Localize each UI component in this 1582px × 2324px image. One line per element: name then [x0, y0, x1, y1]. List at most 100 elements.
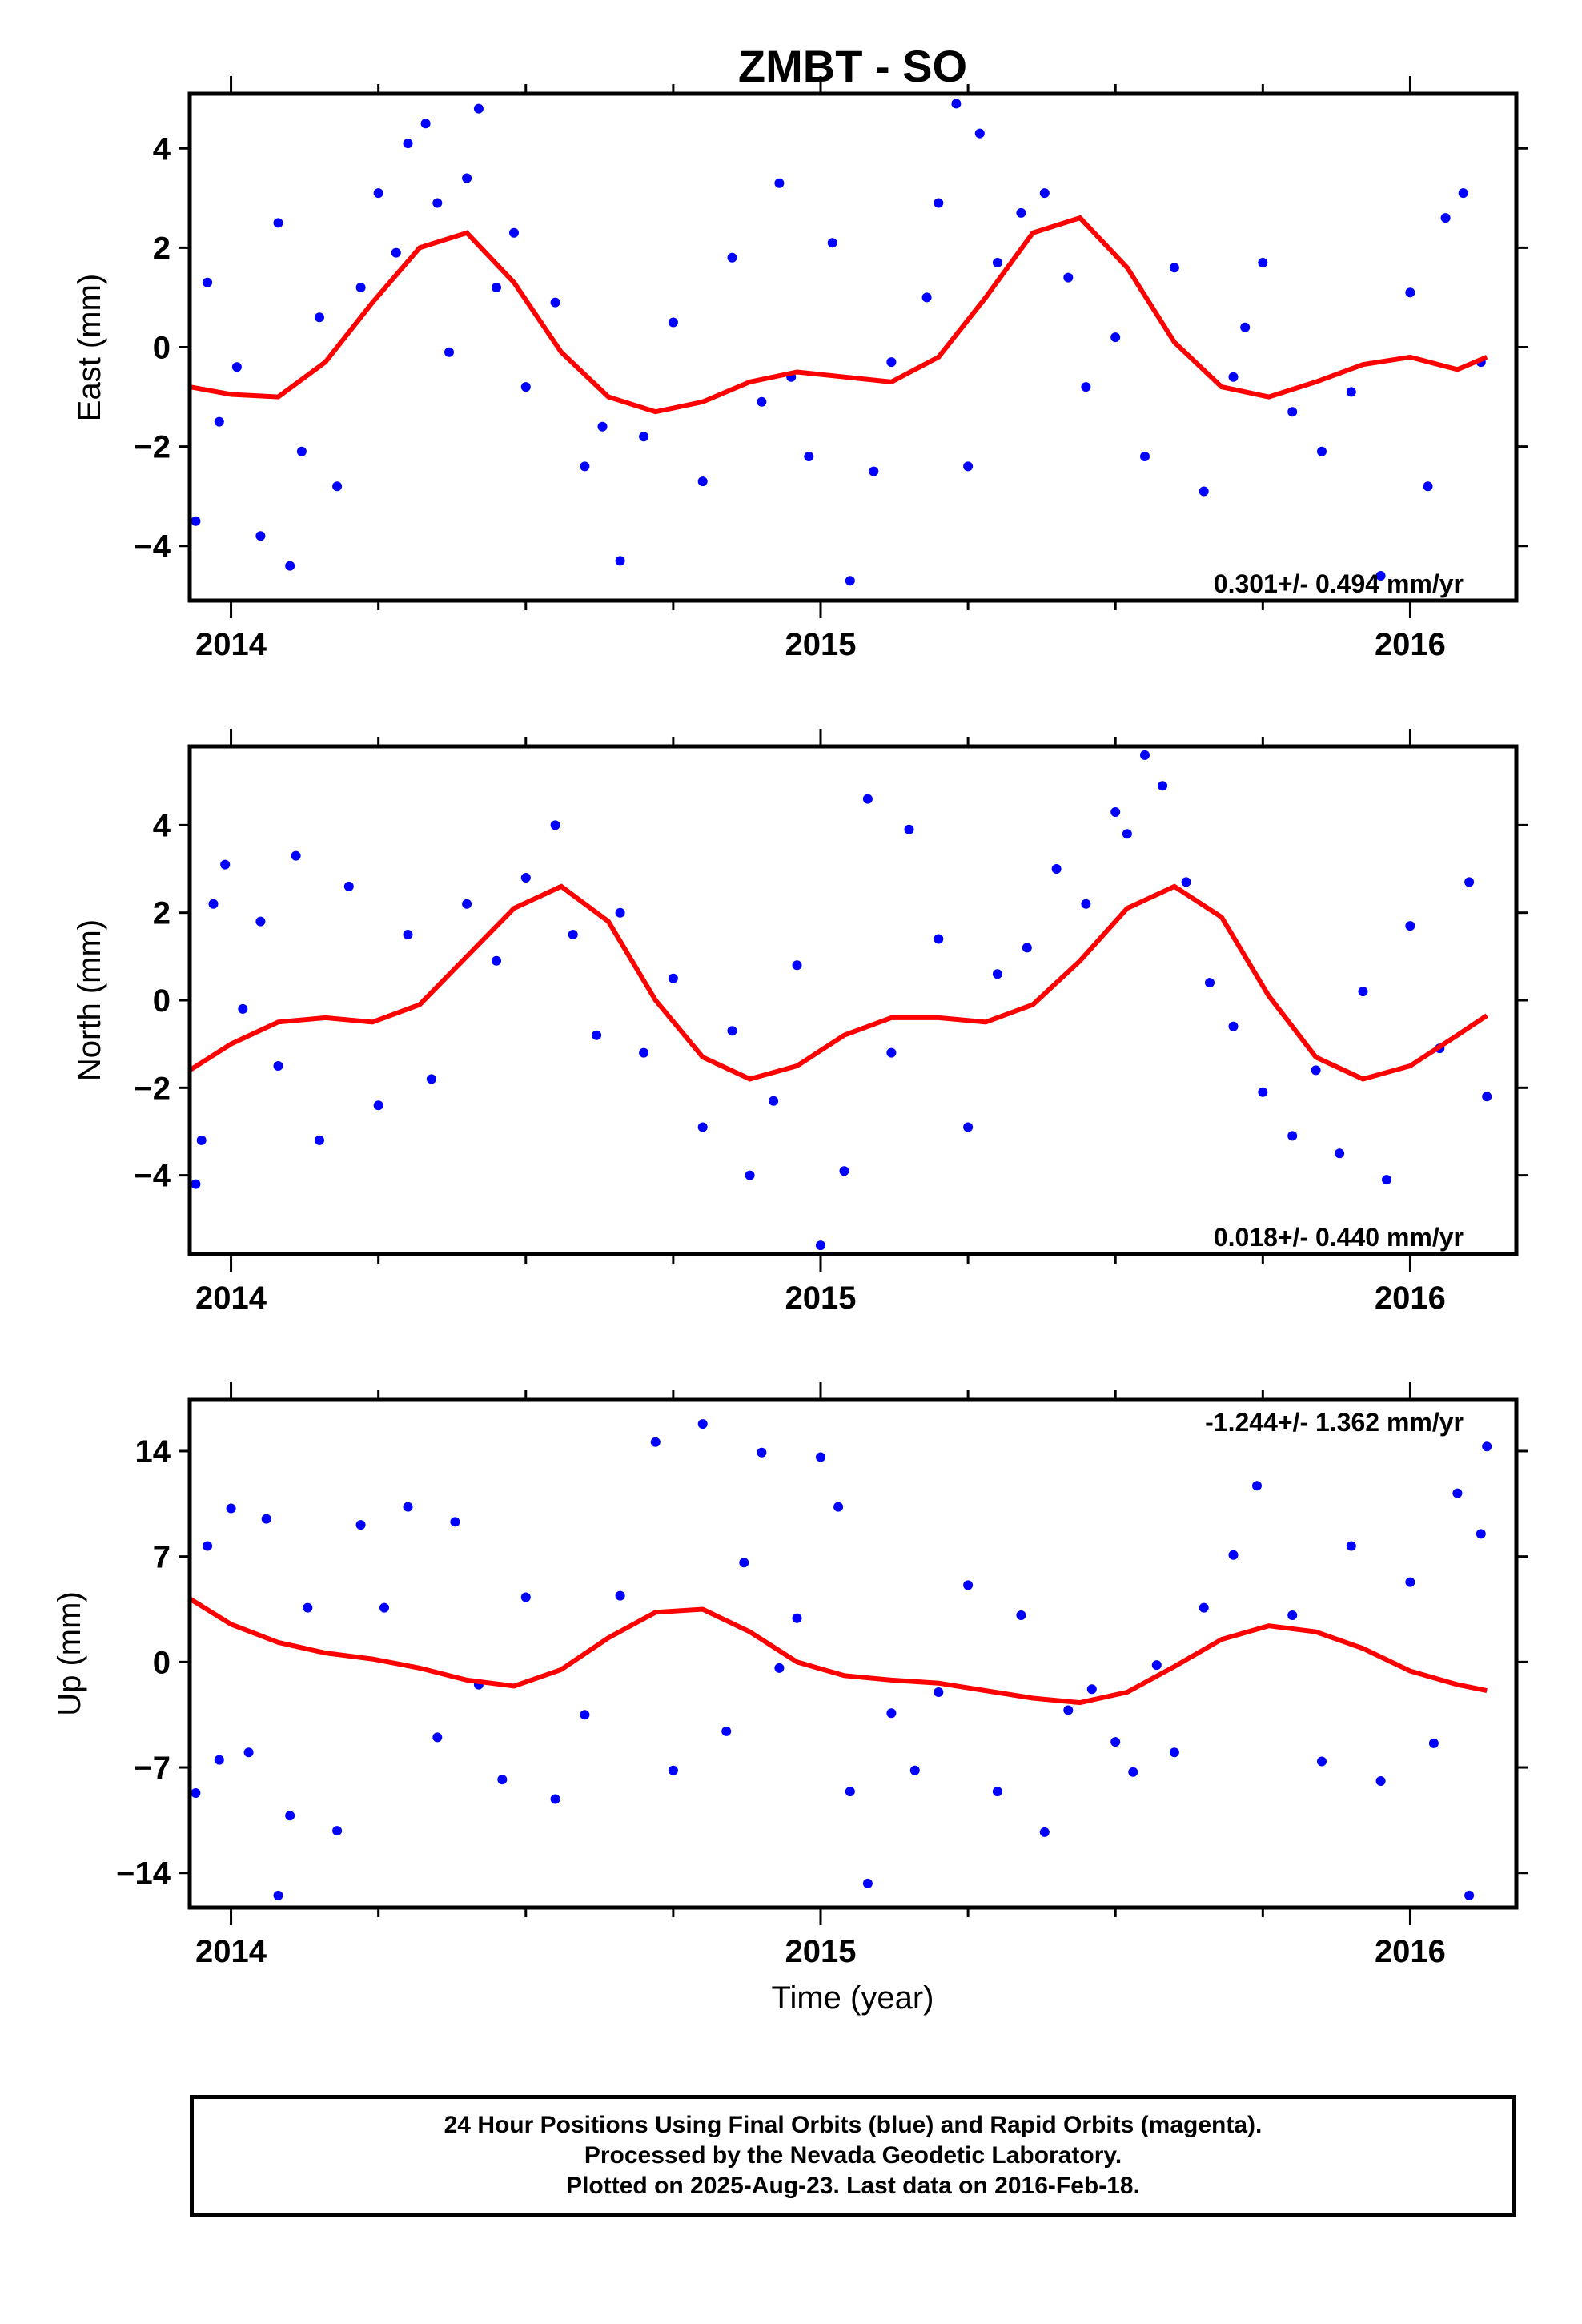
east-y-tick-label: −2	[134, 430, 171, 465]
east-data-point	[203, 277, 213, 287]
up-data-point	[243, 1747, 254, 1758]
east-data-point	[757, 396, 767, 407]
east-data-point	[315, 312, 324, 323]
north-data-point	[273, 1061, 283, 1071]
x-axis-label: Time (year)	[772, 1980, 934, 2016]
up-data-point	[757, 1447, 767, 1458]
footer-line-2: Processed by the Nevada Geodetic Laborat…	[584, 2142, 1122, 2169]
east-data-point	[1258, 258, 1268, 267]
north-data-point	[255, 916, 266, 927]
panel-north: North (mm) −4 −2 0 2 4 2014 2015 2016 0.018+/-…	[72, 729, 1528, 1316]
north-data-point	[934, 934, 944, 944]
east-data-point	[1375, 571, 1386, 581]
north-data-point	[615, 907, 625, 918]
north-data-point	[1122, 829, 1132, 839]
east-data-point	[1140, 452, 1150, 461]
north-y-tick-label: 4	[153, 808, 171, 843]
up-data-point	[191, 1788, 201, 1798]
north-rate-text: 0.018+/- 0.440 mm/yr	[1214, 1223, 1464, 1252]
north-data-point	[1405, 921, 1415, 931]
north-data-point	[315, 1135, 324, 1145]
east-data-point	[296, 446, 307, 456]
north-data-point	[792, 960, 802, 971]
east-rate-text: 0.301+/- 0.494 mm/yr	[1214, 569, 1464, 598]
up-points	[191, 1419, 1492, 1900]
north-data-point	[196, 1135, 207, 1145]
up-data-point	[650, 1437, 661, 1447]
up-data-point	[273, 1890, 283, 1900]
up-data-point	[1228, 1550, 1239, 1560]
east-data-point	[214, 416, 224, 427]
east-x-tick-label: 2016	[1375, 627, 1446, 662]
east-data-point	[869, 466, 879, 476]
north-data-point	[1051, 864, 1062, 874]
north-data-point	[373, 1100, 383, 1111]
north-data-point	[816, 1240, 825, 1251]
chart-title: ZMBT - SO	[738, 41, 967, 91]
north-data-point	[886, 1047, 897, 1058]
north-data-point	[220, 859, 231, 870]
up-data-point	[1482, 1441, 1492, 1452]
east-data-point	[921, 292, 932, 303]
east-data-point	[1039, 188, 1050, 199]
north-data-point	[291, 850, 301, 861]
up-data-point	[792, 1613, 802, 1623]
up-y-tick-label: 14	[135, 1434, 171, 1470]
east-data-point	[727, 252, 737, 263]
north-data-point	[745, 1170, 755, 1180]
up-data-point	[1169, 1747, 1179, 1758]
up-data-point	[1476, 1529, 1486, 1539]
up-data-point	[497, 1775, 508, 1785]
up-data-point	[520, 1592, 531, 1602]
footer-caption-box: 24 Hour Positions Using Final Orbits (bl…	[190, 2095, 1516, 2217]
up-data-point	[203, 1541, 213, 1551]
north-data-point	[862, 794, 873, 804]
up-data-point	[934, 1687, 944, 1697]
up-data-point	[355, 1520, 366, 1530]
north-y-tick-label: −4	[134, 1159, 171, 1194]
north-data-point	[769, 1096, 779, 1106]
north-data-point	[1287, 1131, 1298, 1141]
up-data-point	[697, 1419, 708, 1429]
east-data-point	[1423, 481, 1433, 492]
up-data-point	[1287, 1610, 1298, 1620]
up-data-point	[214, 1755, 224, 1765]
east-data-point	[520, 382, 531, 392]
east-data-point	[992, 258, 1002, 267]
east-data-point	[432, 198, 443, 208]
north-data-point	[1228, 1021, 1239, 1031]
up-fit-curve	[188, 1596, 1488, 1706]
north-data-point	[208, 899, 219, 909]
north-data-point	[238, 1003, 248, 1014]
east-data-point	[231, 362, 242, 372]
east-data-point	[285, 561, 295, 571]
east-data-point	[1016, 207, 1026, 218]
north-data-point	[1110, 807, 1121, 817]
up-data-point	[1128, 1767, 1138, 1777]
north-data-point	[592, 1030, 602, 1040]
up-data-point	[1375, 1776, 1386, 1786]
east-data-point	[639, 432, 649, 442]
up-data-point	[739, 1558, 749, 1568]
east-data-point	[509, 227, 519, 238]
east-data-point	[403, 139, 413, 149]
north-data-point	[963, 1122, 974, 1132]
east-data-point	[255, 531, 266, 541]
east-points	[191, 99, 1486, 586]
up-data-point	[1039, 1827, 1050, 1837]
east-data-point	[1169, 263, 1179, 273]
east-y-tick-label: −4	[134, 529, 171, 565]
up-data-point	[1428, 1738, 1439, 1748]
panel-up: Up (mm) −14 −7 0 7 14 2014 2015 2016 -1.244+/-…	[52, 1382, 1528, 1969]
east-data-point	[355, 283, 366, 292]
north-y-ticks: −4 −2 0 2 4	[134, 808, 1528, 1194]
up-data-point	[303, 1602, 313, 1613]
up-y-tick-label: 0	[153, 1645, 171, 1680]
up-data-point	[1346, 1541, 1356, 1551]
north-data-point	[839, 1166, 849, 1176]
up-data-point	[833, 1502, 844, 1512]
up-data-point	[816, 1452, 825, 1462]
east-data-point	[845, 576, 855, 586]
north-data-point	[1205, 978, 1215, 988]
